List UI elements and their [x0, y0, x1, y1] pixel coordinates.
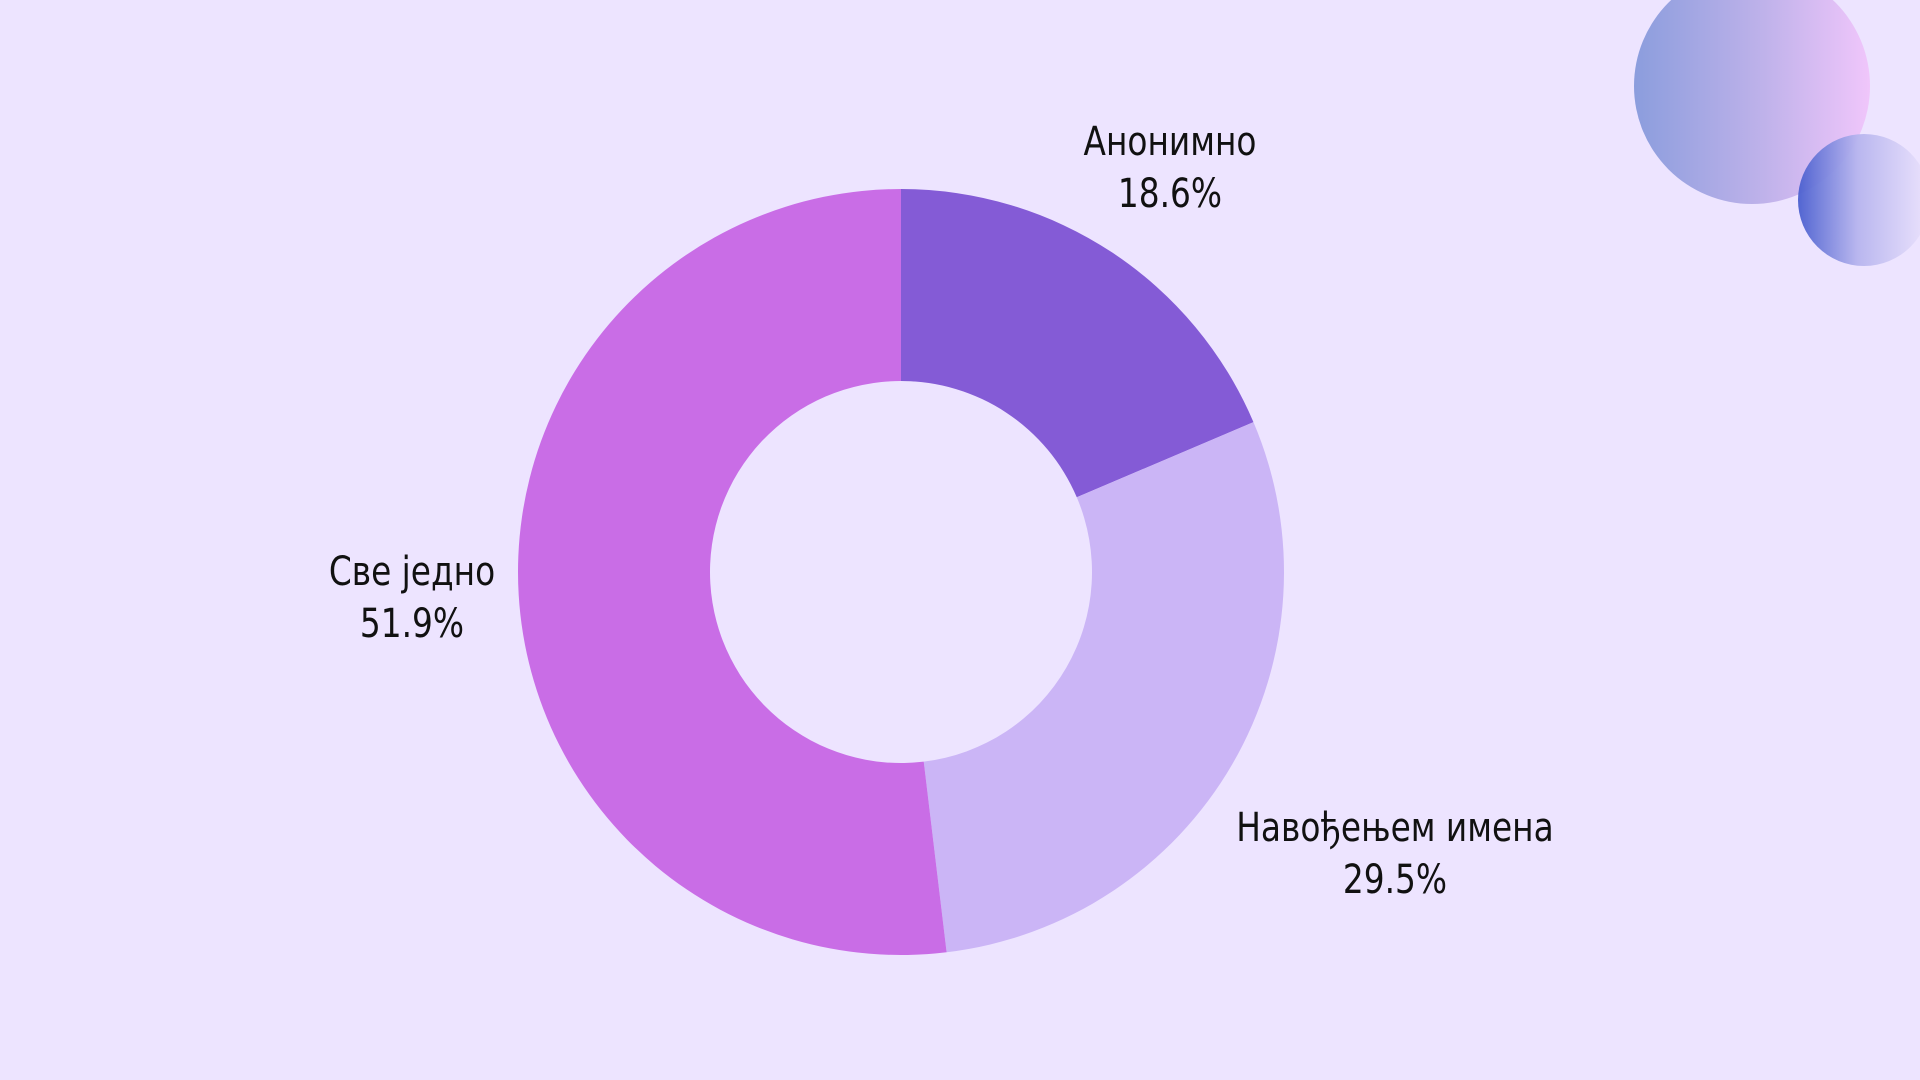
slice-value-text: 18.6% [1117, 171, 1223, 217]
slice-label-text: Навођењем имена [1236, 805, 1554, 851]
slice-value-text: 51.9% [359, 601, 465, 647]
slice-anonymous [901, 189, 1254, 498]
slice-named [923, 422, 1285, 953]
slice-label-text: Анонимно [1083, 119, 1257, 165]
slice-label-anonymous: Анонимно 18.6% [1084, 116, 1257, 220]
slice-value-text: 29.5% [1342, 857, 1448, 903]
slice-indifferent [518, 189, 947, 955]
slice-label-indifferent: Све једно 51.9% [329, 546, 495, 650]
slice-label-named: Навођењем имена 29.5% [1236, 802, 1553, 906]
slice-label-text: Све једно [328, 549, 496, 595]
decorative-circle-small [1798, 134, 1920, 266]
